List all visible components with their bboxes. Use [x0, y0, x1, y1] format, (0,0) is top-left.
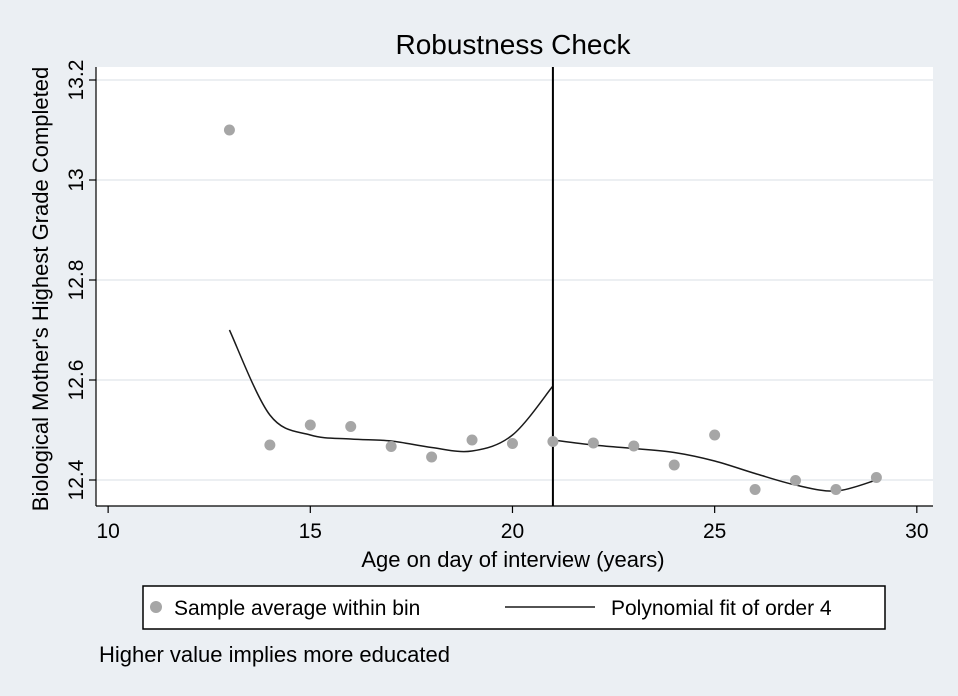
scatter-point	[345, 421, 357, 432]
fit-line-segment	[552, 439, 877, 492]
axis-layer: 12.4 12.6 12.8 13 13.2 10 15 20 25 30	[65, 60, 933, 543]
grid-layer	[96, 79, 933, 481]
scatter-point	[709, 429, 721, 441]
scatter-point	[790, 475, 802, 486]
scatter-point	[304, 419, 316, 431]
scatter-point	[506, 438, 518, 449]
x-tick-label: 25	[703, 520, 726, 543]
scatter-point	[426, 451, 438, 463]
x-tick-label: 10	[96, 520, 119, 543]
scatter-point	[749, 484, 761, 495]
scatter-point	[385, 441, 397, 452]
scatter-point	[547, 436, 559, 447]
scatter-point	[870, 472, 882, 483]
x-tick-label: 15	[299, 520, 322, 543]
x-tick-label: 20	[501, 520, 524, 543]
legend: Sample average within bin Polynomial fit…	[142, 585, 886, 630]
scatter-point	[264, 439, 276, 451]
fit-line-segment	[228, 329, 554, 453]
y-axis-label: Biological Mother's Highest Grade Comple…	[28, 67, 53, 511]
chart-note: Higher value implies more educated	[99, 642, 450, 667]
legend-label-scatter: Sample average within bin	[174, 597, 420, 620]
y-tick-label: 12.8	[65, 260, 88, 301]
y-tick-label: 12.4	[65, 459, 88, 500]
scatter-point	[223, 124, 235, 136]
legend-marker-scatter	[150, 601, 162, 613]
point-layer	[223, 124, 882, 495]
scatter-point	[587, 437, 599, 449]
y-tick-label: 13	[65, 168, 88, 191]
scatter-point	[466, 434, 478, 446]
legend-label-line: Polynomial fit of order 4	[611, 597, 832, 620]
y-tick-label: 13.2	[65, 60, 88, 101]
x-axis-label: Age on day of interview (years)	[361, 547, 664, 572]
chart-title: Robustness Check	[395, 29, 631, 60]
x-tick-label: 30	[905, 520, 928, 543]
scatter-point	[628, 440, 640, 452]
fit-line-layer	[228, 329, 877, 492]
y-tick-label: 12.6	[65, 360, 88, 401]
scatter-point	[668, 459, 680, 471]
scatter-point	[830, 484, 842, 495]
